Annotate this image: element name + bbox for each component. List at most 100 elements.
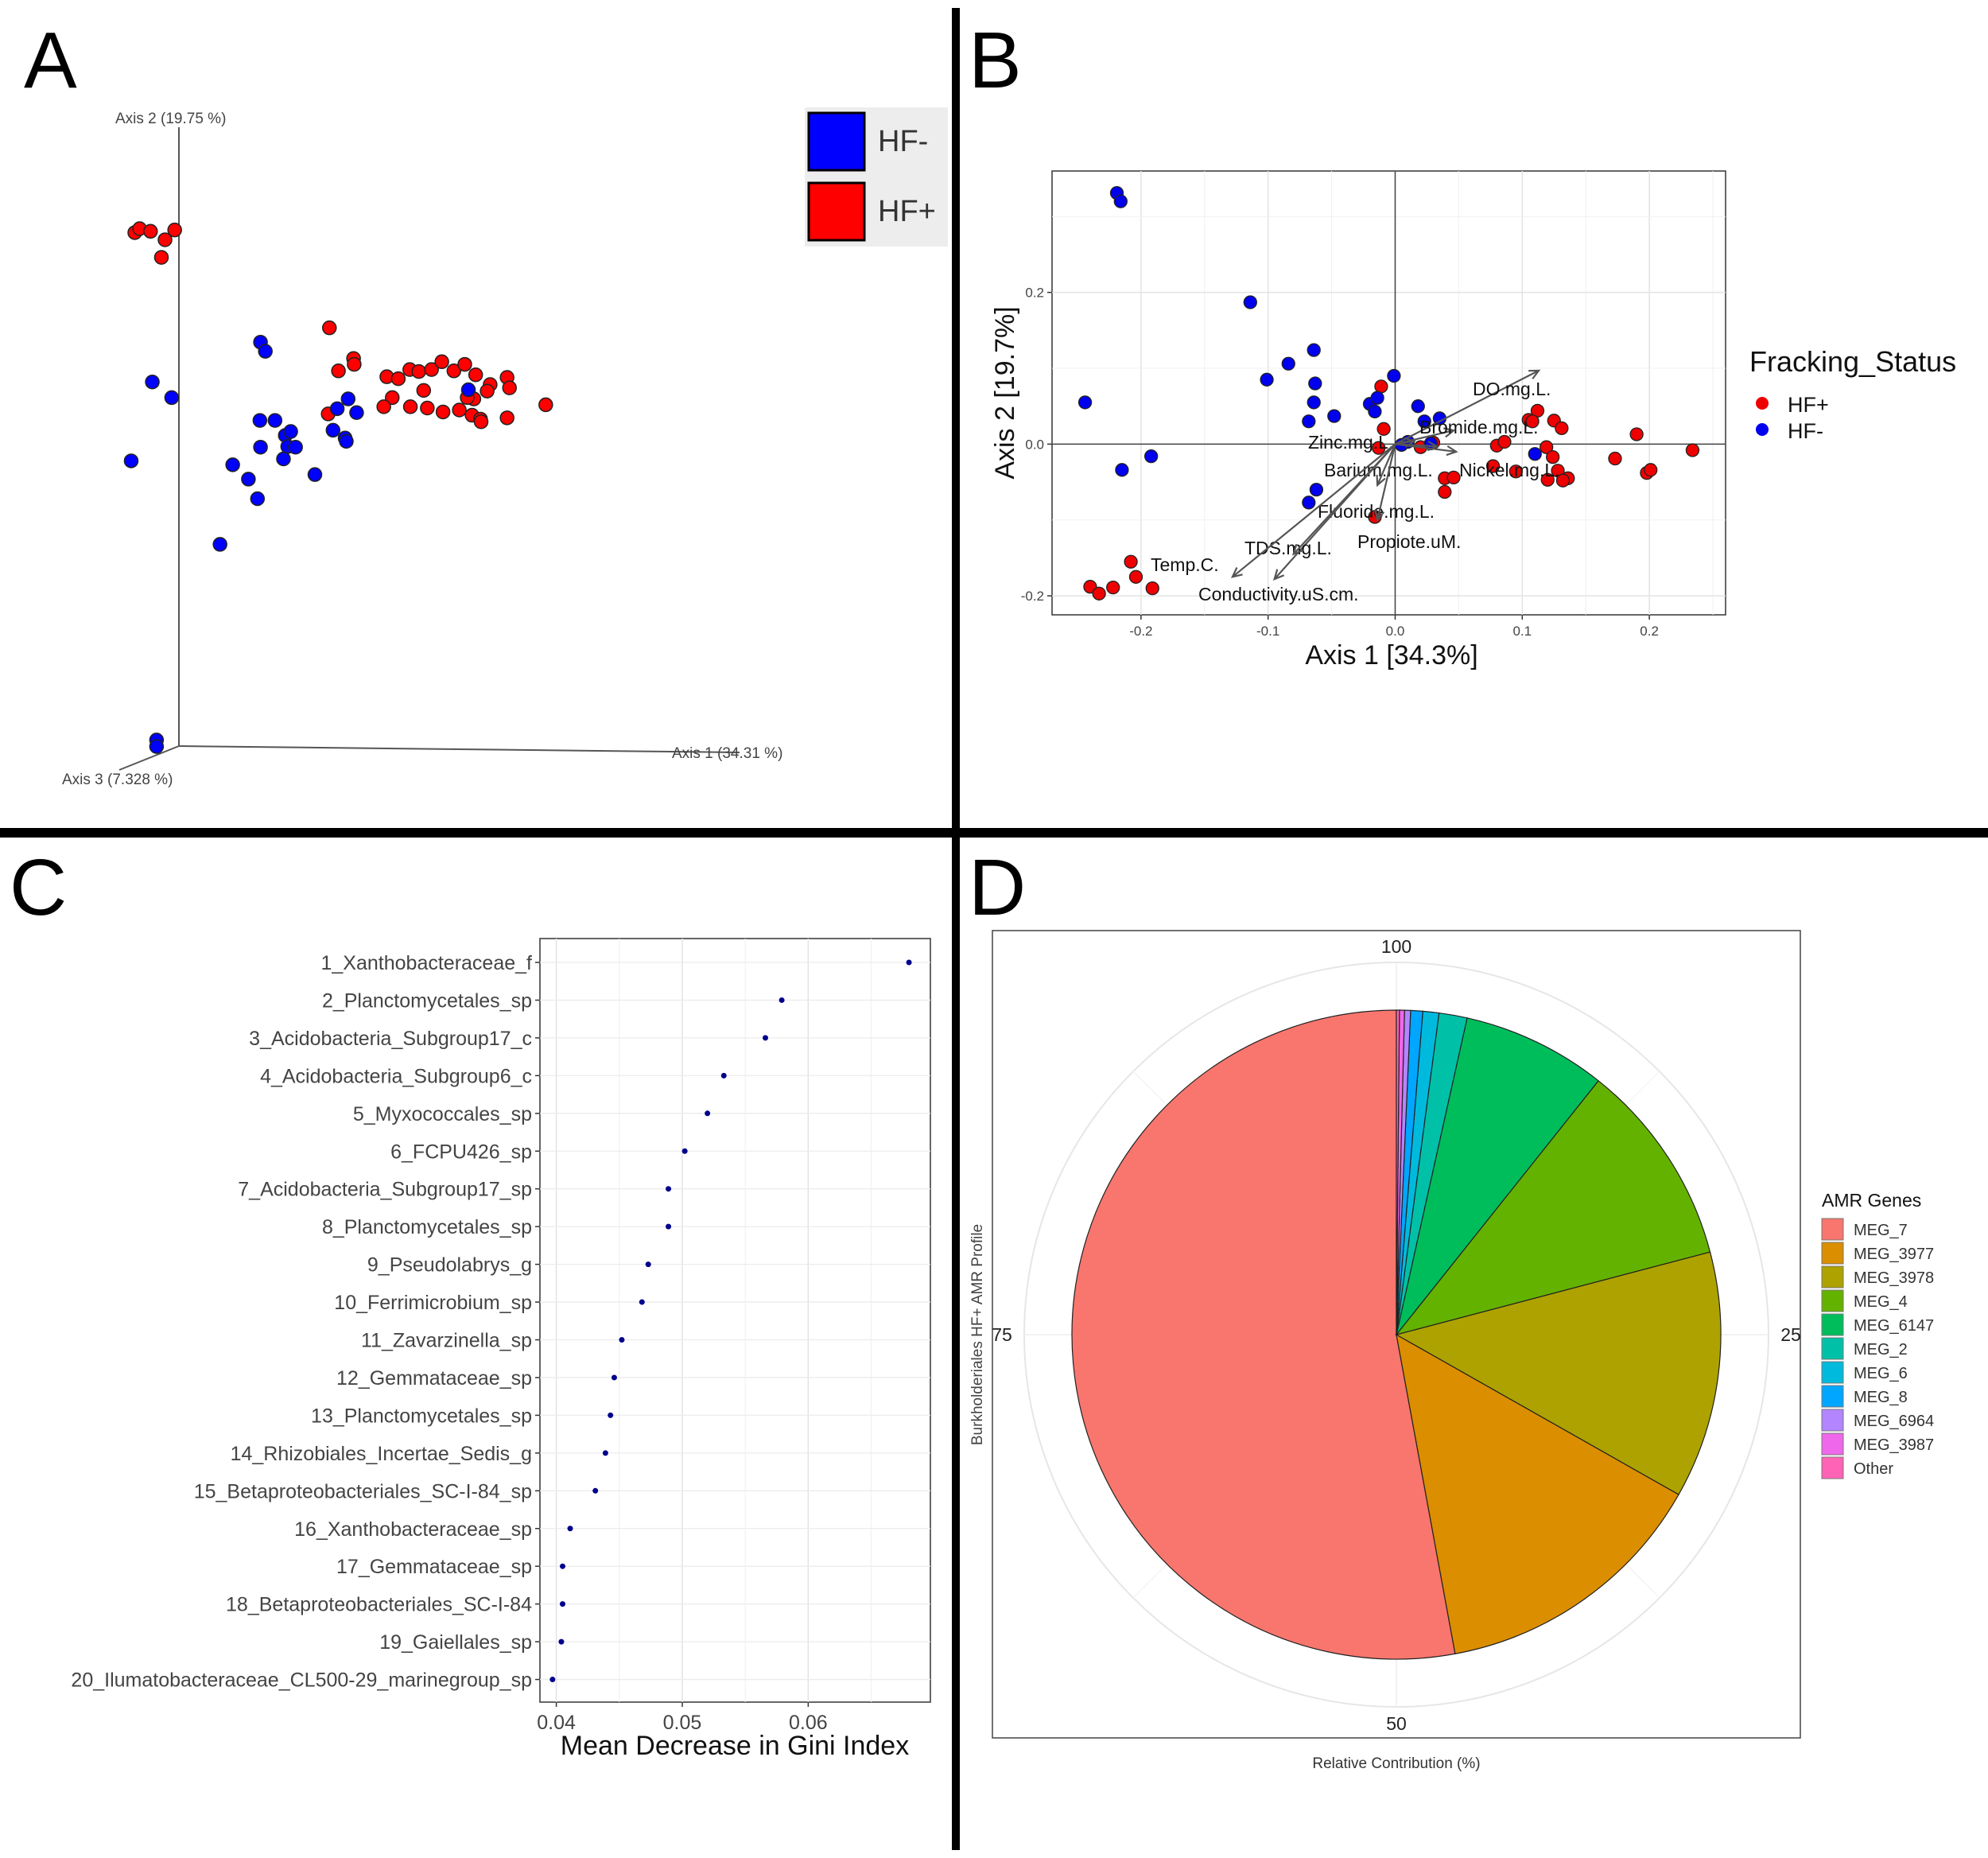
point-b-hf-26 [1540,472,1555,487]
legend-swatch-d-meg-3987 [1821,1432,1844,1456]
pie-slice-meg-7 [1071,1009,1456,1660]
vector-b-conductivity-us-cm [1292,443,1396,555]
gini-point-3 [763,1035,769,1041]
point-a-hf-20 [225,457,240,472]
point-b-hf-16 [1497,434,1512,449]
point-a-hf-27 [385,390,400,406]
legend-label-hf-plus: HF+ [878,195,936,228]
pie-slice-meg-3977 [1396,1333,1679,1654]
point-a-hf-1 [258,344,273,359]
point-b-hf-2 [1106,581,1120,595]
point-a-hf-17 [253,439,268,455]
point-a-hf-16 [434,354,449,370]
vector-b-fluoride-mg-l [1376,443,1396,486]
point-a-hf-13 [267,413,283,428]
gini-point-10 [639,1299,645,1305]
category-label-c-13: 13_Planctomycetales_sp [311,1405,532,1427]
point-a-hf-22 [502,380,517,395]
point-a-hf-12 [252,413,268,428]
category-label-c-14: 14_Rhizobiales_Incertae_Sedis_g [231,1443,532,1465]
legend-label-d-meg-3977: MEG_3977 [1854,1246,1934,1263]
panel-a-pcoa-3d: Axis 2 (19.75 %) Axis 1 (34.31 %) Axis 3… [62,107,948,788]
axis1-label: Axis 1 (34.31 %) [672,745,782,762]
point-b-hf-25 [1368,404,1382,419]
legend-swatch-d-meg-3977 [1821,1242,1844,1265]
vector-head-b-tds-mg-l [1272,569,1285,581]
point-a-hf-9 [325,422,341,438]
point-b-hf-8 [1307,343,1321,357]
gini-point-19 [558,1638,565,1645]
tick-label-d-top: 100 [1381,936,1411,957]
legend-swatch-d-meg-4 [1821,1289,1844,1312]
point-a-hf-2 [143,224,158,239]
pie-slice-meg-4 [1395,1079,1711,1336]
point-b-hf-23 [1540,440,1554,454]
vector-label-b-nickel-mg-l: Nickel.mg.L. [1459,460,1560,480]
point-a-hf-2 [145,374,160,390]
point-b-hf-24 [1546,449,1560,464]
point-b-hf-5 [1243,295,1257,309]
point-b-hf-19 [1417,414,1431,429]
point-b-hf-17 [1387,368,1401,383]
point-a-hf-32 [452,402,467,418]
category-label-c-4: 4_Acidobacteria_Subgroup6_c [260,1065,532,1087]
legend-swatch-d-meg-6964 [1821,1409,1844,1432]
vector-label-b-tds-mg-l: TDS.mg.L. [1244,538,1332,558]
point-a-hf-18 [457,356,472,372]
point-b-hf-18 [1411,399,1425,414]
point-a-hf-35 [473,414,489,430]
tick-label-d-right: 25 [1780,1324,1801,1345]
category-label-c-20: 20_Ilumatobacteraceae_CL500-29_marinegro… [71,1669,532,1692]
panel-letter-c: C [10,843,67,932]
tick-label-d-left: 75 [992,1324,1012,1345]
point-a-hf-29 [402,399,418,414]
panel-letter-b: B [969,16,1022,105]
legend-swatch-d-meg-2 [1821,1337,1844,1360]
category-label-c-18: 18_Betaproteobacteriales_SC-I-84 [226,1594,532,1616]
category-label-c-10: 10_Ferrimicrobium_sp [334,1292,532,1314]
point-b-hf-24 [1528,447,1542,461]
gini-point-5 [705,1110,711,1117]
vector-head-b-bromide-mg-l [1443,427,1456,438]
point-a-hf-6 [321,320,337,336]
legend-label-d-meg-2: MEG_2 [1854,1341,1908,1359]
point-b-hf-18 [1508,464,1523,479]
legend-label-d-meg-4: MEG_4 [1854,1293,1908,1311]
gini-point-14 [602,1450,608,1456]
gini-point-18 [560,1601,566,1607]
point-a-hf-28 [376,399,391,414]
vector-head-b-do-mg-l [1528,369,1541,379]
point-a-hf-19 [307,467,323,482]
vector-b-do-mg-l [1394,369,1540,445]
tick-label-b-x-1: -0.1 [1256,624,1279,639]
gini-point-9 [645,1261,651,1268]
vector-b-propiote-um [1376,444,1396,521]
legend-title-d: AMR Genes [1822,1190,1921,1211]
point-b-hf-3 [1115,463,1129,477]
category-label-c-5: 5_Myxococcales_sp [353,1103,532,1125]
legend-label-d-meg-6964: MEG_6964 [1854,1413,1934,1430]
point-b-hf-34 [1525,414,1540,429]
gini-point-1 [906,959,912,966]
point-b-hf-2 [1077,395,1093,410]
point-a-hf-8 [347,356,362,372]
vector-label-b-conductivity-us-cm: Conductivity.uS.cm. [1198,584,1359,604]
tick-label-b-x-3: 0.1 [1512,624,1532,639]
category-label-c-15: 15_Betaproteobacteriales_SC-I-84_sp [194,1480,532,1502]
legend-label-d-meg-3978: MEG_3978 [1854,1269,1934,1287]
point-a-hf-22 [250,491,266,507]
point-a-hf-7 [349,405,364,421]
legend-label-hf-plus-b: HF+ [1788,393,1829,417]
x-axis-title-d: Relative Contribution (%) [1312,1755,1480,1772]
point-a-hf-3 [164,390,180,406]
tick-label-b-y-2: 0.2 [1025,286,1044,301]
legend-dot-hf-minus-b [1756,423,1769,436]
legend-swatch-d-meg-6 [1821,1361,1844,1384]
legend-label-d-meg-7: MEG_7 [1854,1222,1908,1239]
axis2-label: Axis 2 (19.75 %) [115,111,226,127]
vector-b-nickel-mg-l [1395,443,1457,453]
gini-point-15 [592,1487,599,1494]
point-a-hf-11 [339,433,354,449]
gini-point-8 [666,1223,672,1230]
